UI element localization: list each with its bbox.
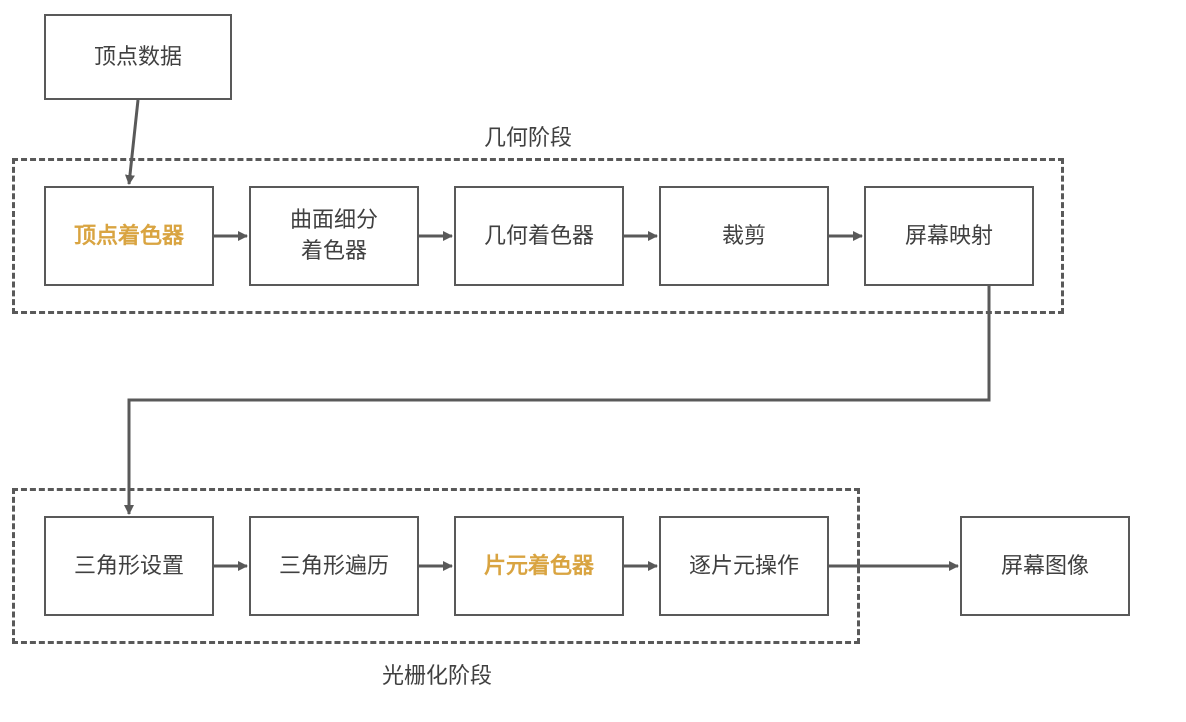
node-label-line2: 着色器 [301,238,367,263]
node-label: 顶点数据 [94,42,182,73]
node-triangle-setup: 三角形设置 [44,516,214,616]
node-screen-image: 屏幕图像 [960,516,1130,616]
node-label: 屏幕映射 [905,221,993,252]
node-label: 几何着色器 [484,221,594,252]
node-vertex-shader: 顶点着色器 [44,186,214,286]
node-label: 三角形设置 [74,551,184,582]
node-screen-mapping: 屏幕映射 [864,186,1034,286]
node-fragment-shader: 片元着色器 [454,516,624,616]
node-label: 片元着色器 [484,551,594,582]
node-label-line1: 曲面细分 [290,207,378,232]
node-geometry-shader: 几何着色器 [454,186,624,286]
node-label: 三角形遍历 [279,551,389,582]
node-per-fragment-op: 逐片元操作 [659,516,829,616]
pipeline-diagram: 几何阶段 光栅化阶段 顶点数据 顶点着色器 曲面细分 着色器 几何着色器 裁剪 … [0,0,1186,722]
node-tessellation-shader: 曲面细分 着色器 [249,186,419,286]
stage-rasterize-label: 光栅化阶段 [382,658,492,690]
node-vertex-data: 顶点数据 [44,14,232,100]
node-label: 顶点着色器 [74,221,184,252]
stage-geometry-label: 几何阶段 [484,120,572,152]
node-triangle-traversal: 三角形遍历 [249,516,419,616]
node-label: 逐片元操作 [689,551,799,582]
node-label: 裁剪 [722,221,766,252]
node-label: 曲面细分 着色器 [290,205,378,267]
node-label: 屏幕图像 [1001,551,1089,582]
node-clipping: 裁剪 [659,186,829,286]
